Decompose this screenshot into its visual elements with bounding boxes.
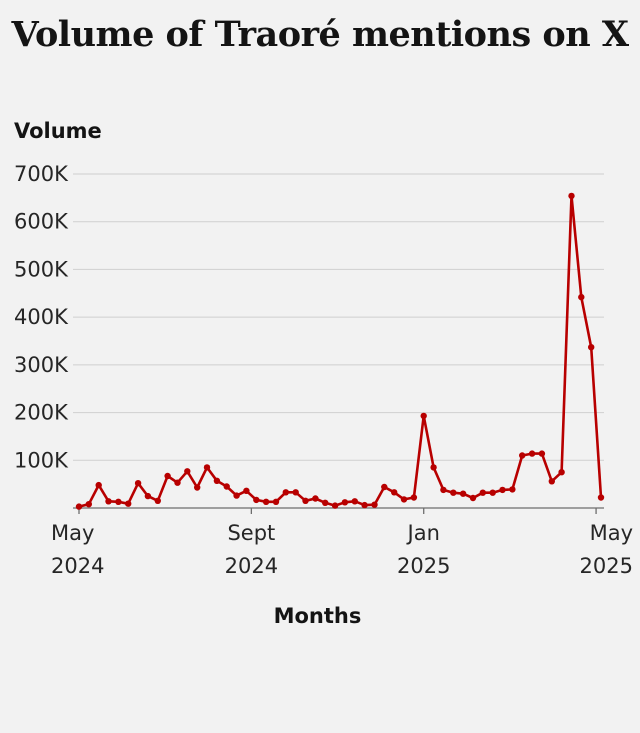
data-point [105, 498, 112, 505]
data-point [499, 486, 506, 494]
data-point [243, 487, 250, 494]
data-point [331, 502, 339, 509]
data-point [95, 481, 102, 489]
x-tick-label: Sept [227, 521, 275, 545]
data-point [174, 479, 181, 486]
x-tick-label: May [51, 521, 94, 545]
data-point [568, 192, 575, 200]
data-point [223, 483, 230, 490]
x-tick-label: 2024 [225, 554, 278, 578]
data-point [528, 450, 536, 457]
data-point [391, 489, 398, 496]
data-point [341, 499, 349, 506]
data-point [351, 498, 358, 505]
data-point [400, 496, 408, 503]
data-point [489, 489, 496, 496]
data-point [578, 293, 585, 301]
data-point [519, 452, 526, 459]
chart-title: Volume of Traoré mentions on X [11, 14, 629, 55]
data-point [203, 464, 211, 471]
x-tick-label: May [590, 521, 633, 545]
data-point [164, 472, 171, 480]
y-axis-title: Volume [14, 119, 102, 143]
data-point [597, 494, 605, 501]
data-point [588, 344, 595, 351]
series-points [75, 192, 605, 510]
data-point [479, 489, 486, 496]
data-point [292, 489, 299, 496]
data-point [144, 492, 152, 500]
data-point [420, 412, 427, 420]
y-tick-label: 400K [14, 305, 69, 329]
data-point [253, 496, 260, 504]
data-point [538, 450, 546, 457]
data-point [115, 498, 122, 505]
data-point [371, 501, 378, 508]
data-point [450, 489, 457, 496]
data-point [558, 469, 565, 476]
data-point [322, 499, 329, 506]
series-line-path [77, 194, 603, 508]
x-axis-title: Months [273, 604, 362, 628]
data-point [125, 500, 132, 507]
x-tick-label: 2024 [51, 554, 104, 578]
y-tick-label: 300K [14, 353, 69, 377]
x-tick-labels: May 2024 Sept 2024 Jan 2025 May 2025 [51, 508, 633, 578]
data-point [440, 486, 447, 494]
data-point [134, 480, 142, 487]
data-point [361, 501, 368, 509]
y-tick-label: 500K [14, 257, 69, 281]
y-tick-label: 200K [14, 401, 69, 425]
y-tick-label: 700K [14, 162, 69, 186]
data-point [302, 497, 309, 504]
x-tick-label: 2025 [397, 554, 450, 578]
x-tick-label: 2025 [580, 554, 633, 578]
series-line [77, 194, 603, 508]
data-point [548, 478, 555, 485]
data-point [184, 468, 191, 475]
y-tick-label: 100K [14, 448, 69, 472]
data-point [430, 464, 437, 471]
data-point [213, 477, 221, 484]
data-point [282, 489, 289, 496]
data-point [312, 495, 319, 502]
data-point [410, 494, 418, 501]
data-point [459, 490, 467, 497]
data-point [272, 498, 280, 505]
data-point [469, 494, 477, 502]
gridlines [73, 173, 604, 509]
data-point [381, 483, 388, 491]
data-point [194, 484, 201, 491]
data-point [85, 501, 93, 508]
data-point [75, 503, 83, 510]
data-point [233, 492, 240, 499]
data-point [154, 497, 161, 504]
data-point [262, 498, 270, 505]
y-tick-label: 600K [14, 210, 69, 234]
y-tick-labels: 100K 200K 300K 400K 500K 600K 700K [14, 162, 69, 472]
data-point [509, 486, 516, 493]
x-tick-label: Jan [406, 521, 440, 545]
